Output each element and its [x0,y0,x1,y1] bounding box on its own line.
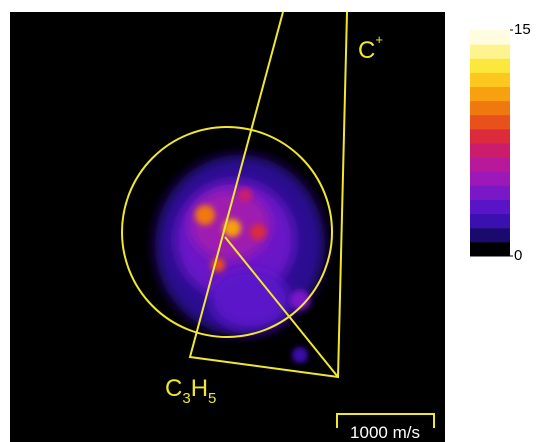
colorbar-segment [470,242,510,257]
colorbar-segment [470,129,510,144]
colorbar-segment [470,143,510,158]
label-text: C [358,37,375,64]
colorbar-segment [470,87,510,102]
colorbar-segment [470,200,510,215]
colorbar-tick-label: 15 [514,21,531,38]
label-text: H [191,375,208,402]
colorbar-segment [470,214,510,229]
label-sup: + [375,32,383,47]
colorbar-segment [470,228,510,243]
colorbar-segment [470,101,510,116]
colorbar-segment [470,115,510,130]
page: C+ C3H5 1000 m/s 015 (() => { const data… [0,0,538,442]
scale-label: 1000 m/s [350,423,420,442]
colorbar-segment [470,30,510,45]
colorbar: 0 15 [470,21,531,264]
label-sub: 5 [208,390,216,407]
label-text: C [165,375,182,402]
figure: C+ C3H5 1000 m/s 015 [0,0,538,442]
colorbar-segment [470,171,510,186]
colorbar-segment [470,157,510,172]
colorbar-segment [470,185,510,200]
colorbar-segment [470,72,510,87]
label-sub: 3 [182,390,190,407]
colorbar-segment [470,58,510,73]
colorbar-segment [470,44,510,59]
colorbar-tick-label: 0 [514,247,522,264]
